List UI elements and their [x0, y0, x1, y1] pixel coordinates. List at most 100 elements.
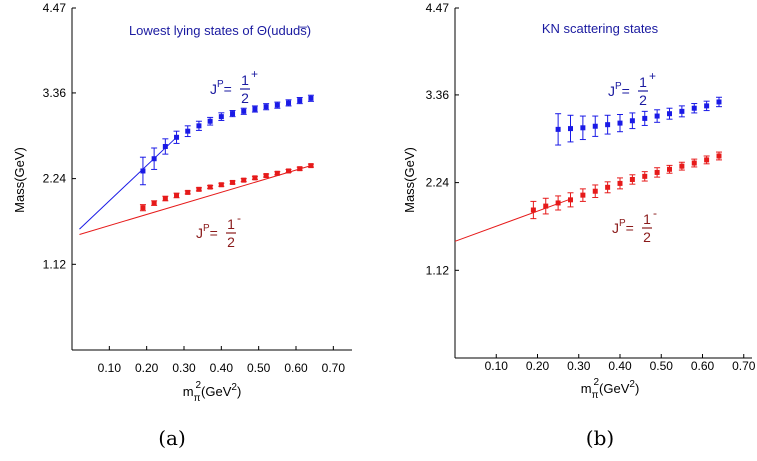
series-label-denominator: 2	[241, 90, 249, 106]
data-point	[274, 170, 280, 176]
data-point	[308, 95, 314, 101]
series-label-numerator: 1	[639, 74, 647, 90]
data-point	[580, 192, 586, 198]
data-point	[555, 200, 561, 206]
data-point	[274, 102, 280, 108]
series-label-j: JP=	[210, 79, 232, 97]
data-point	[716, 99, 722, 105]
data-point	[617, 180, 623, 186]
data-point	[196, 123, 202, 129]
data-point	[629, 118, 635, 124]
x-axis-label: mπ2(GeV2)	[581, 377, 640, 401]
data-point	[297, 166, 303, 172]
data-point	[162, 143, 168, 149]
data-point	[667, 166, 672, 172]
y-tick-label: 1.12	[43, 257, 67, 271]
data-point	[174, 192, 180, 198]
data-point	[230, 179, 236, 185]
series-negative-parity: JP= 1 2-	[454, 151, 722, 245]
data-point	[716, 153, 722, 159]
y-tick-label: 3.36	[426, 88, 450, 102]
panel-caption: (a)	[158, 426, 186, 450]
y-axis-label: Mass(GeV)	[402, 147, 417, 213]
series-label-numerator: 1	[241, 72, 249, 88]
data-point	[286, 168, 292, 174]
series-label-parity: +	[649, 69, 656, 83]
data-point	[642, 115, 648, 121]
series-label: JP= 1 2+	[210, 67, 258, 106]
series-positive-parity: JP= 1 2+	[555, 69, 722, 146]
x-tick-label: 0.70	[322, 361, 346, 375]
x-tick-label: 0.60	[284, 361, 308, 375]
x-tick-label: 0.30	[172, 361, 196, 375]
y-tick-label: 2.24	[43, 172, 67, 186]
data-point	[592, 123, 598, 129]
fit-line	[454, 198, 571, 242]
data-point	[207, 118, 213, 124]
x-tick-label: 0.30	[567, 359, 591, 373]
series-label-j: JP=	[608, 81, 630, 99]
data-point	[185, 128, 191, 134]
data-point	[704, 103, 710, 109]
data-point	[679, 163, 685, 169]
data-point	[605, 122, 611, 128]
data-point	[568, 126, 573, 132]
data-point	[185, 189, 191, 195]
data-point	[218, 182, 224, 188]
data-point	[617, 120, 623, 126]
data-point	[654, 113, 660, 119]
data-point	[568, 197, 573, 203]
data-point	[174, 134, 180, 140]
panel-caption: (b)	[586, 426, 614, 450]
x-tick-label: 0.10	[98, 361, 122, 375]
data-point	[230, 111, 236, 117]
data-point	[605, 184, 611, 190]
data-point	[297, 98, 303, 104]
series-label-denominator: 2	[643, 229, 651, 245]
chart-panel-a: 0.10 0.20 0.30 0.40 0.50 0.60 0.70 1.12 2.24 3.36…	[12, 1, 352, 450]
data-point	[241, 108, 247, 114]
series-label-denominator: 2	[227, 234, 235, 250]
data-point	[286, 100, 292, 106]
data-point	[241, 177, 247, 183]
series-positive-parity: JP= 1 2+	[79, 67, 314, 230]
series-label-parity: -	[653, 206, 657, 220]
series-negative-parity: JP= 1 2-	[79, 163, 314, 250]
data-point	[530, 207, 536, 213]
data-point	[140, 205, 146, 211]
data-point	[691, 160, 697, 166]
x-tick-label: 0.10	[485, 359, 509, 373]
data-point	[543, 203, 549, 209]
x-tick-label: 0.20	[135, 361, 159, 375]
y-tick-label: 3.36	[43, 86, 67, 100]
data-point	[308, 163, 314, 169]
data-point	[140, 168, 146, 174]
x-tick-label: 0.50	[247, 361, 271, 375]
data-point	[642, 173, 648, 179]
data-point	[252, 175, 258, 181]
y-tick-label: 4.47	[426, 1, 450, 15]
data-point	[151, 156, 157, 162]
chart-panel-b: 0.10 0.20 0.30 0.40 0.50 0.60 0.70 1.12 2.24 3.36…	[402, 1, 756, 450]
data-point	[196, 186, 202, 192]
data-point	[667, 111, 672, 117]
data-point	[151, 200, 157, 206]
data-point	[654, 169, 660, 175]
y-tick-label: 4.47	[43, 1, 67, 15]
data-point	[263, 104, 269, 110]
data-point	[218, 114, 224, 120]
data-point	[704, 157, 710, 163]
chart-title: Lowest lying states of Θ(ududs̅)	[129, 23, 311, 38]
series-label-denominator: 2	[639, 92, 647, 108]
series-label-numerator: 1	[643, 211, 651, 227]
data-point	[580, 125, 586, 131]
y-tick-label: 2.24	[426, 176, 450, 190]
x-tick-label: 0.40	[210, 361, 234, 375]
series-label-parity: +	[251, 67, 258, 81]
x-tick-label: 0.50	[650, 359, 674, 373]
data-point	[592, 188, 598, 194]
x-tick-label: 0.60	[691, 359, 715, 373]
data-point	[162, 196, 168, 202]
x-tick-label: 0.40	[608, 359, 632, 373]
